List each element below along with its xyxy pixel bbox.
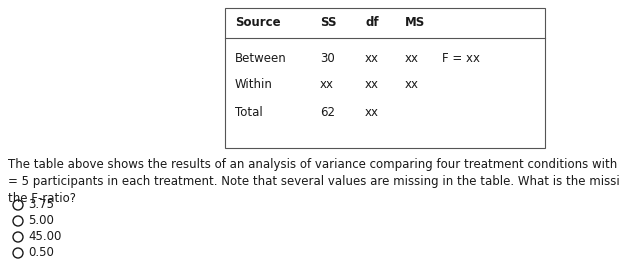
Text: 30: 30 (320, 51, 335, 64)
Text: xx: xx (365, 78, 379, 92)
Text: df: df (365, 16, 379, 29)
Text: Between: Between (235, 51, 286, 64)
Text: 45.00: 45.00 (28, 230, 61, 243)
Text: xx: xx (365, 51, 379, 64)
Text: xx: xx (320, 78, 334, 92)
Text: Within: Within (235, 78, 273, 92)
Bar (225, 8, 545, 148)
Text: = 5 participants in each treatment. Note that several values are missing in the : = 5 participants in each treatment. Note… (8, 175, 620, 188)
Text: 62: 62 (320, 106, 335, 119)
Text: F = xx: F = xx (442, 51, 480, 64)
Text: 0.50: 0.50 (28, 247, 54, 260)
Text: xx: xx (365, 106, 379, 119)
Text: The table above shows the results of an analysis of variance comparing four trea: The table above shows the results of an … (8, 158, 620, 171)
Text: SS: SS (320, 16, 337, 29)
Text: 3.75: 3.75 (28, 199, 54, 211)
Text: xx: xx (405, 51, 419, 64)
Text: Total: Total (235, 106, 263, 119)
Text: MS: MS (405, 16, 425, 29)
Text: the F-ratio?: the F-ratio? (8, 192, 76, 205)
Text: xx: xx (405, 78, 419, 92)
Text: 5.00: 5.00 (28, 214, 54, 228)
Text: Source: Source (235, 16, 281, 29)
